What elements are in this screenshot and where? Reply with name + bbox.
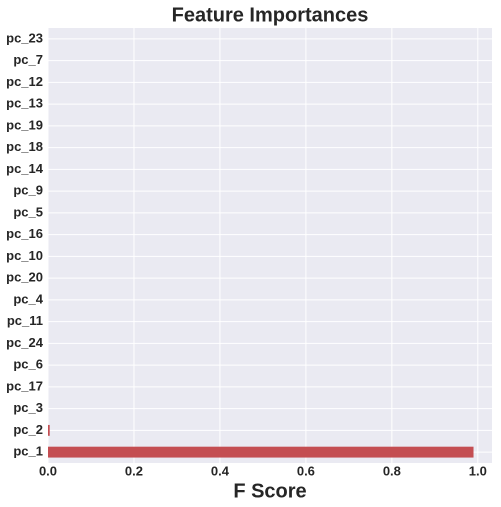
y-tick-label: pc_2 [13,422,43,437]
y-tick-label: pc_6 [13,357,43,372]
y-tick-label: pc_17 [6,378,43,393]
y-tick-label: pc_16 [6,226,43,241]
y-tick-label: pc_7 [13,52,43,67]
y-tick-label: pc_23 [6,30,43,45]
x-tick-label: 0.2 [125,463,143,478]
y-tick-label: pc_13 [6,96,43,111]
y-tick-label: pc_1 [13,444,43,459]
y-tick-label: pc_10 [6,248,43,263]
y-tick-label: pc_14 [6,161,44,176]
x-tick-label: 0.0 [39,463,57,478]
plot-area [48,28,492,463]
x-tick-label: 0.4 [211,463,230,478]
y-tick-label: pc_5 [13,204,43,219]
y-tick-label: pc_24 [6,335,44,350]
x-axis-label: F Score [233,480,306,502]
y-tick-label: pc_4 [13,291,43,306]
bar [48,424,50,436]
y-tick-label: pc_19 [6,117,43,132]
x-tick-label: 0.6 [297,463,315,478]
x-tick-label: 0.8 [383,463,401,478]
y-tick-label: pc_11 [7,313,43,328]
y-tick-label: pc_9 [13,183,43,198]
x-tick-label: 1.0 [469,463,487,478]
y-tick-label: pc_20 [6,270,43,285]
y-tick-label: pc_3 [13,400,43,415]
chart-title: Feature Importances [172,4,369,26]
y-tick-label: pc_12 [6,74,43,89]
bar [48,446,474,458]
y-tick-label: pc_18 [6,139,43,154]
